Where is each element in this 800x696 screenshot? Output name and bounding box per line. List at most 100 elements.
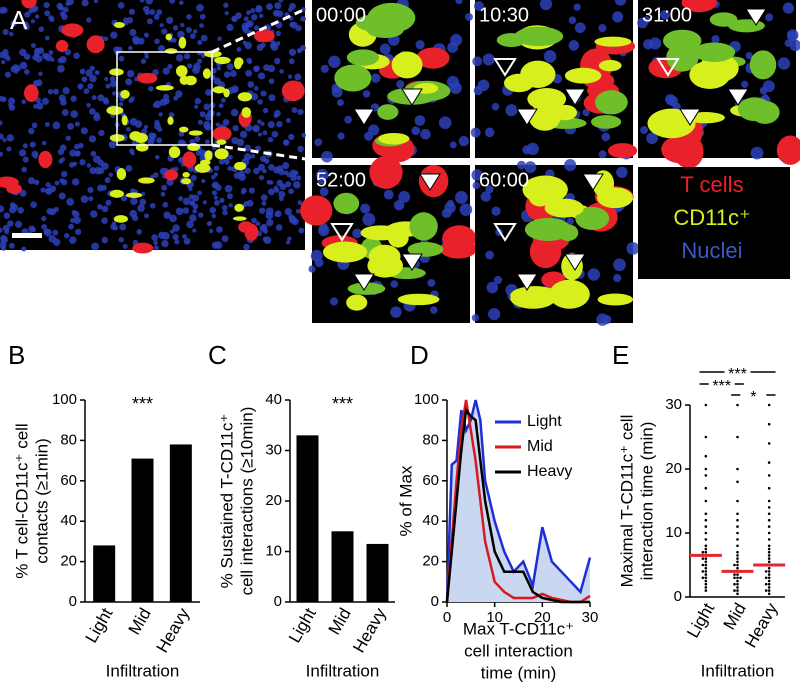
nucleus	[97, 204, 103, 210]
nucleus	[257, 132, 263, 137]
dendritic-cell	[596, 187, 634, 209]
dot	[736, 563, 739, 567]
t-cell	[137, 72, 158, 84]
dot	[701, 576, 705, 580]
nucleus	[60, 170, 68, 178]
nucleus	[269, 180, 274, 185]
nucleus	[211, 175, 216, 180]
nucleus	[48, 235, 56, 243]
nucleus	[226, 63, 234, 71]
nucleus	[103, 36, 109, 42]
nucleus	[47, 88, 54, 95]
dot	[701, 563, 705, 567]
nucleus	[257, 99, 263, 105]
nucleus	[105, 83, 111, 89]
nucleus	[185, 27, 192, 33]
nucleus	[255, 221, 261, 226]
nucleus	[140, 58, 147, 64]
nucleus	[52, 229, 59, 236]
nucleus	[139, 0, 145, 3]
y-axis-label: interaction time (min)	[637, 422, 656, 581]
nucleus	[472, 181, 480, 190]
nucleus	[218, 103, 224, 109]
nucleus	[427, 278, 436, 287]
t-cell	[164, 169, 179, 181]
dendritic-cell	[106, 105, 124, 116]
nucleus	[301, 132, 307, 138]
dendritic-cell	[549, 279, 590, 309]
nucleus	[262, 130, 268, 136]
nucleus	[95, 70, 100, 75]
nucleus	[10, 203, 19, 212]
nucleus	[0, 227, 3, 233]
nucleus	[316, 175, 326, 185]
nucleus	[4, 229, 10, 235]
nucleus	[154, 38, 160, 45]
nucleus	[289, 169, 297, 178]
dendritic-cell	[750, 100, 780, 124]
nucleus	[174, 239, 180, 245]
nucleus	[274, 57, 281, 65]
nucleus	[524, 161, 537, 174]
nucleus	[383, 189, 394, 200]
nucleus	[180, 22, 185, 28]
nucleus	[186, 14, 192, 20]
nucleus	[296, 175, 302, 181]
dot	[736, 403, 739, 407]
nucleus	[153, 245, 159, 251]
dot	[736, 538, 739, 541]
dot	[733, 563, 736, 567]
nucleus	[295, 208, 301, 214]
nucleus	[616, 166, 628, 179]
timestamp: 31:00	[642, 4, 692, 26]
y-tick-label: 80	[422, 431, 439, 448]
nucleus	[8, 242, 15, 249]
nucleus	[0, 120, 3, 126]
nucleus	[216, 226, 223, 233]
nucleus	[212, 181, 220, 189]
nucleus	[186, 183, 192, 188]
dot	[767, 582, 771, 586]
nucleus	[6, 146, 12, 152]
dot	[767, 403, 771, 407]
dot	[704, 547, 708, 551]
nucleus	[144, 213, 150, 219]
dot	[704, 512, 708, 516]
nucleus	[132, 214, 139, 222]
legend-label: Light	[527, 413, 562, 430]
dendritic-cell	[397, 293, 440, 306]
nucleus	[224, 184, 233, 193]
timestamp: 00:00	[316, 4, 366, 26]
nucleus	[199, 23, 204, 28]
t-cell	[21, 0, 37, 9]
dendritic-cell	[204, 150, 213, 162]
nucleus	[137, 204, 145, 212]
nucleus	[141, 128, 148, 135]
nucleus	[245, 69, 253, 77]
nucleus	[21, 246, 27, 252]
nucleus	[125, 78, 133, 86]
arrowhead	[727, 88, 749, 106]
nucleus	[197, 190, 202, 196]
nucleus	[253, 167, 260, 175]
y-tick-label: 0	[274, 593, 282, 610]
nucleus	[196, 4, 204, 12]
dendritic-cell	[175, 65, 188, 77]
nucleus	[19, 189, 27, 197]
nucleus	[172, 233, 179, 241]
nucleus	[411, 126, 421, 136]
nucleus	[390, 306, 402, 318]
nucleus	[258, 174, 265, 181]
nucleus	[216, 111, 221, 117]
nucleus	[362, 90, 371, 98]
nucleus	[223, 2, 229, 8]
nucleus	[228, 203, 233, 208]
dendritic-cell	[121, 115, 128, 126]
nucleus	[201, 178, 206, 184]
y-tick-label: 10	[665, 524, 682, 541]
nucleus	[38, 71, 43, 76]
dot	[767, 576, 771, 580]
nucleus	[213, 165, 220, 171]
dot	[704, 566, 708, 570]
nucleus	[199, 111, 206, 118]
